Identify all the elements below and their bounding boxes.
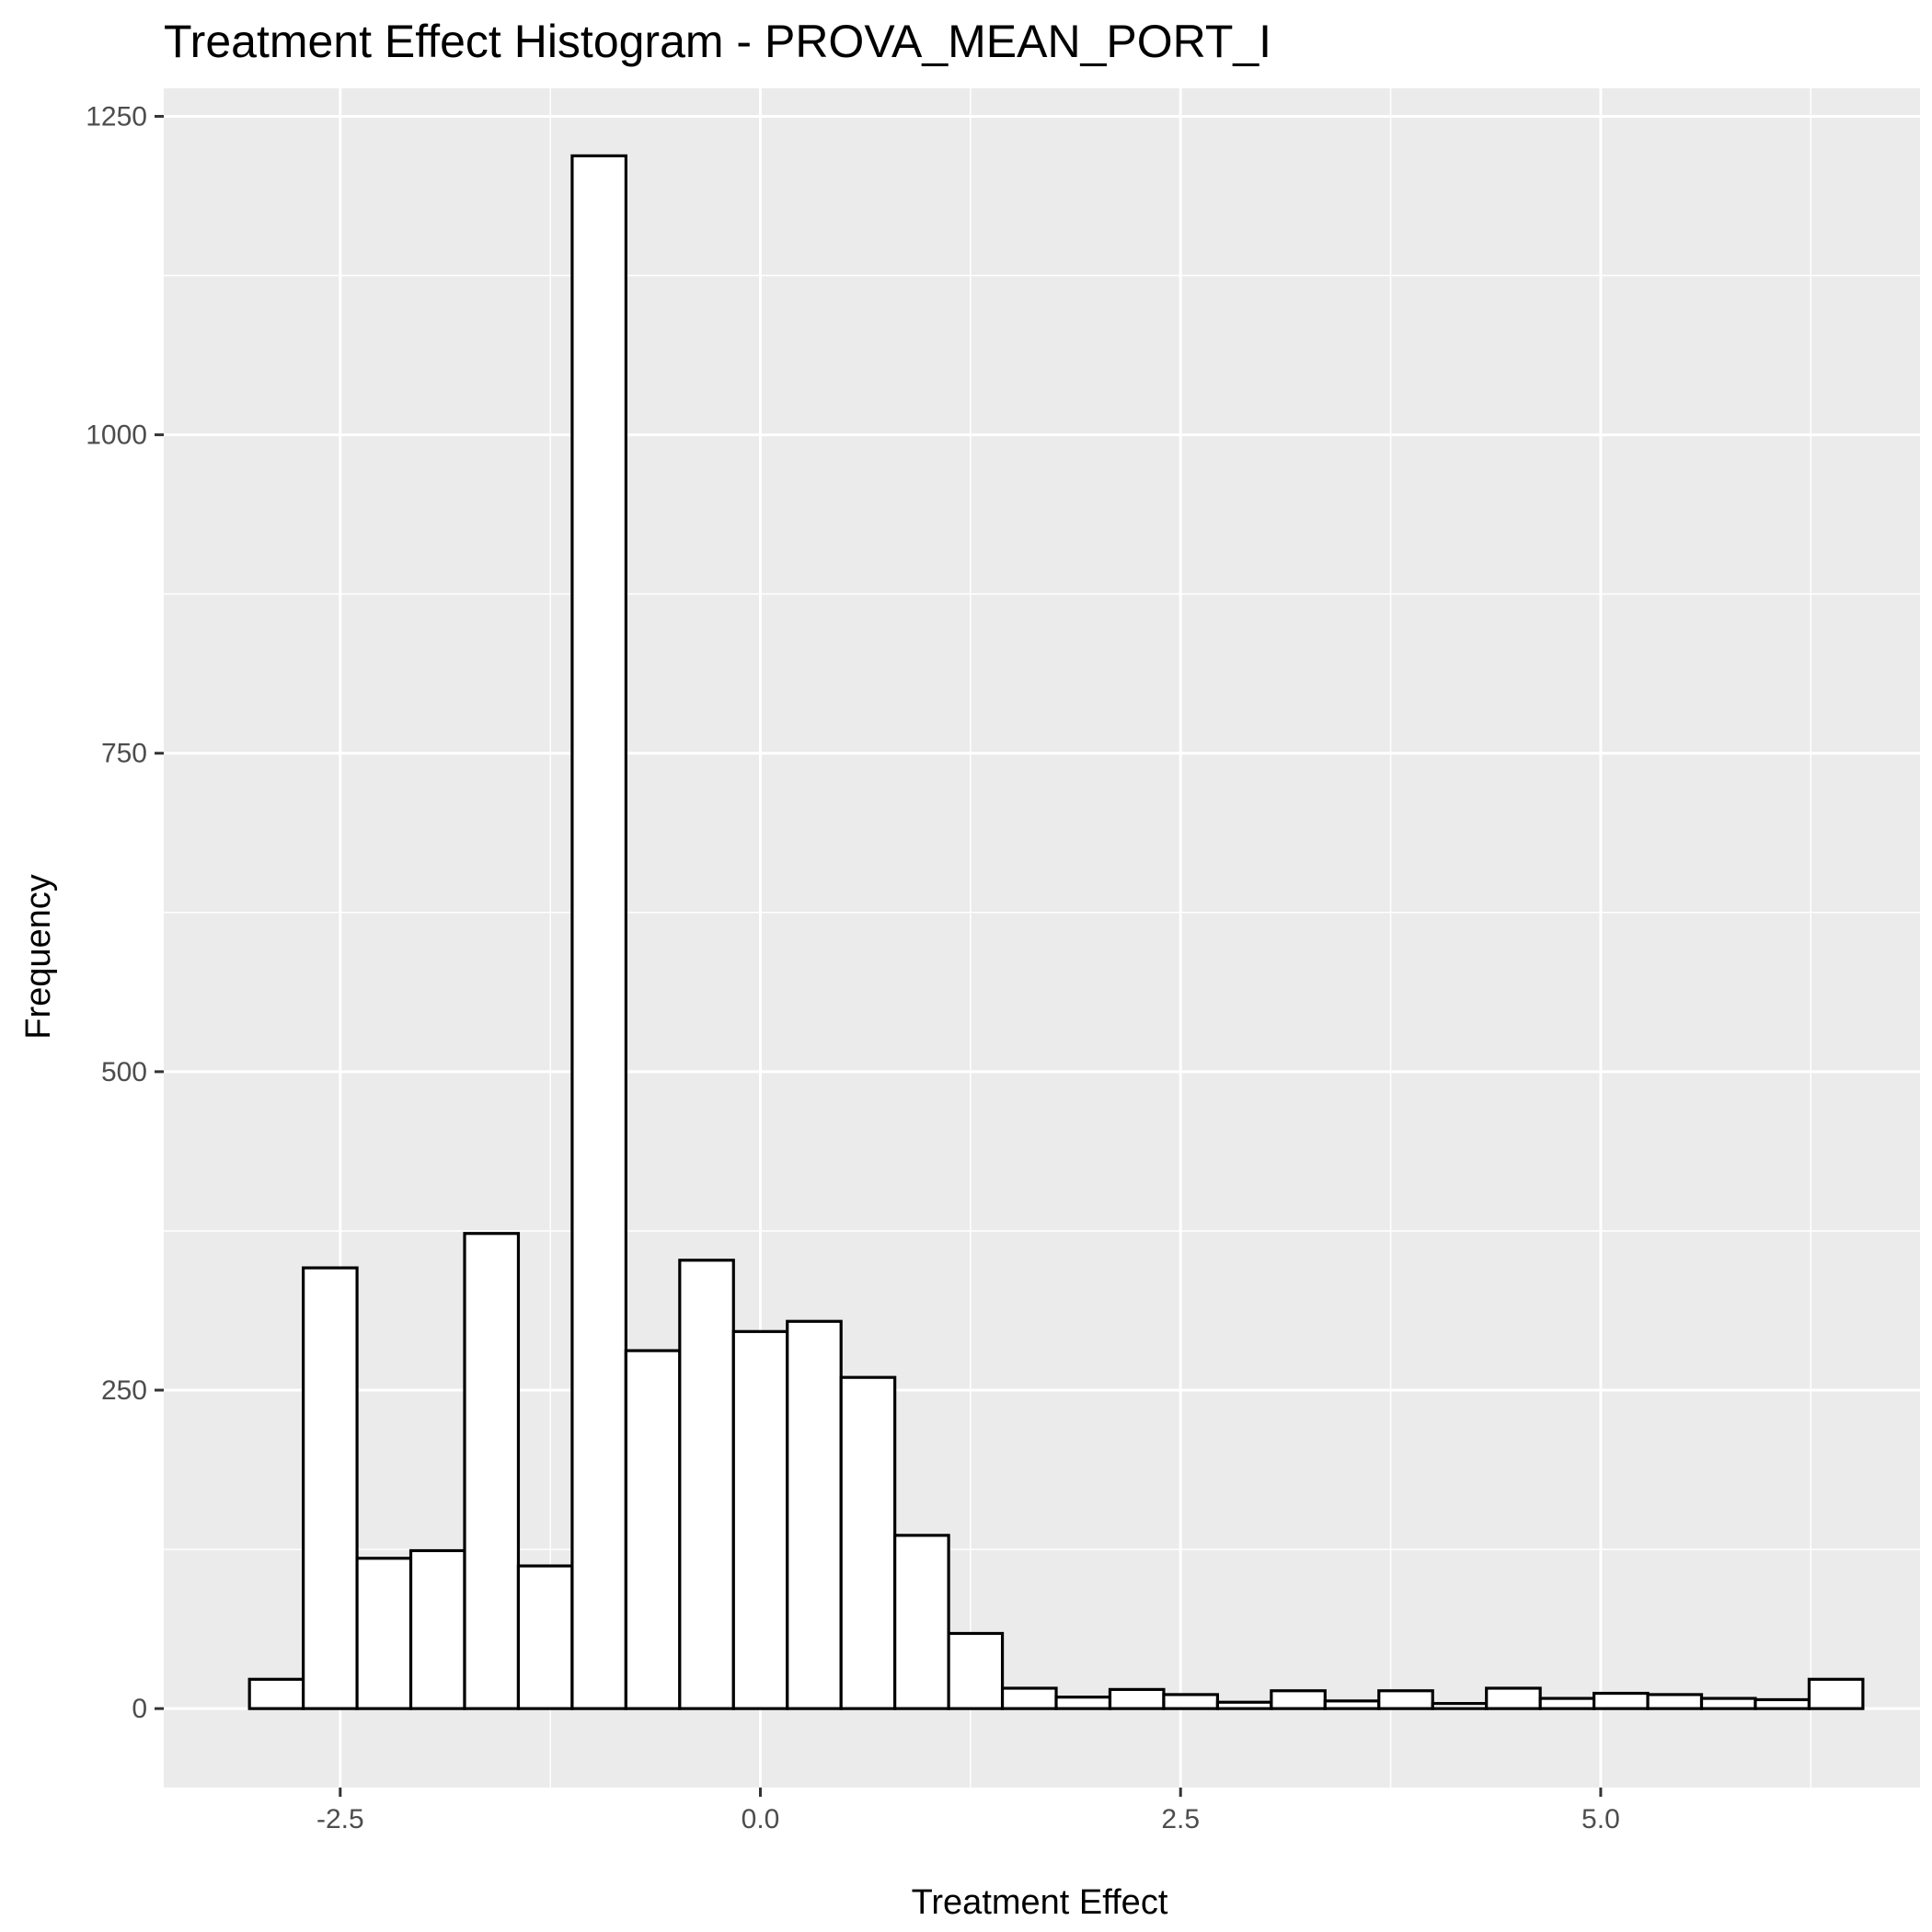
histogram-bar <box>570 154 627 1710</box>
histogram-bar <box>1699 1696 1757 1710</box>
histogram-bar <box>1000 1686 1058 1710</box>
x-tick-label: 0.0 <box>742 1804 780 1834</box>
histogram-bar <box>1593 1691 1650 1710</box>
x-tick-label: 5.0 <box>1581 1804 1620 1834</box>
histogram-bar <box>1377 1689 1434 1710</box>
y-tick-label: 1000 <box>86 420 147 451</box>
y-tick-label: 250 <box>101 1375 147 1406</box>
histogram-bar <box>1054 1696 1112 1710</box>
histogram-bar <box>408 1548 466 1710</box>
histogram-bar <box>1270 1689 1327 1710</box>
histogram-bar <box>1108 1687 1166 1710</box>
histogram-bar <box>247 1677 305 1710</box>
histogram-bar <box>1485 1686 1542 1710</box>
histogram-bar <box>1431 1702 1489 1710</box>
x-tick-label: -2.5 <box>316 1804 364 1834</box>
histogram-bar <box>516 1564 574 1710</box>
chart-title: Treatment Effect Histogram - PROVA_MEAN_… <box>164 16 1271 67</box>
histogram-bar <box>731 1329 789 1710</box>
histogram-bar <box>1215 1700 1273 1710</box>
x-tick-label: 2.5 <box>1161 1804 1200 1834</box>
x-axis-title: Treatment Effect <box>912 1883 1168 1922</box>
minor-gridlines <box>164 88 1920 1788</box>
histogram-bar <box>1538 1696 1596 1710</box>
histogram-bar <box>1754 1697 1811 1710</box>
histogram-bar <box>947 1631 1005 1710</box>
histogram-bar <box>302 1266 359 1710</box>
histogram-bar <box>839 1375 897 1710</box>
y-tick-label: 750 <box>101 739 147 769</box>
histogram-bar <box>678 1259 735 1710</box>
y-axis: 0 250 500 750 1000 1250 <box>86 101 164 1724</box>
y-axis-title: Frequency <box>19 874 58 1040</box>
x-axis: -2.5 0.0 2.5 5.0 <box>316 1788 1620 1834</box>
histogram-bar <box>893 1534 950 1710</box>
histogram-bars <box>247 154 1865 1710</box>
histogram-bar <box>1162 1693 1220 1710</box>
histogram-bar <box>1646 1693 1704 1710</box>
y-tick-label: 500 <box>101 1057 147 1087</box>
y-tick-label: 0 <box>132 1694 147 1724</box>
histogram-bar <box>624 1349 682 1710</box>
histogram-bar <box>1807 1677 1865 1710</box>
plot-panel <box>164 88 1920 1788</box>
histogram-bar <box>1323 1699 1381 1710</box>
histogram-bar <box>463 1232 521 1710</box>
y-tick-label: 1250 <box>86 101 147 132</box>
histogram-bar <box>355 1557 413 1710</box>
histogram-bar <box>786 1319 843 1710</box>
